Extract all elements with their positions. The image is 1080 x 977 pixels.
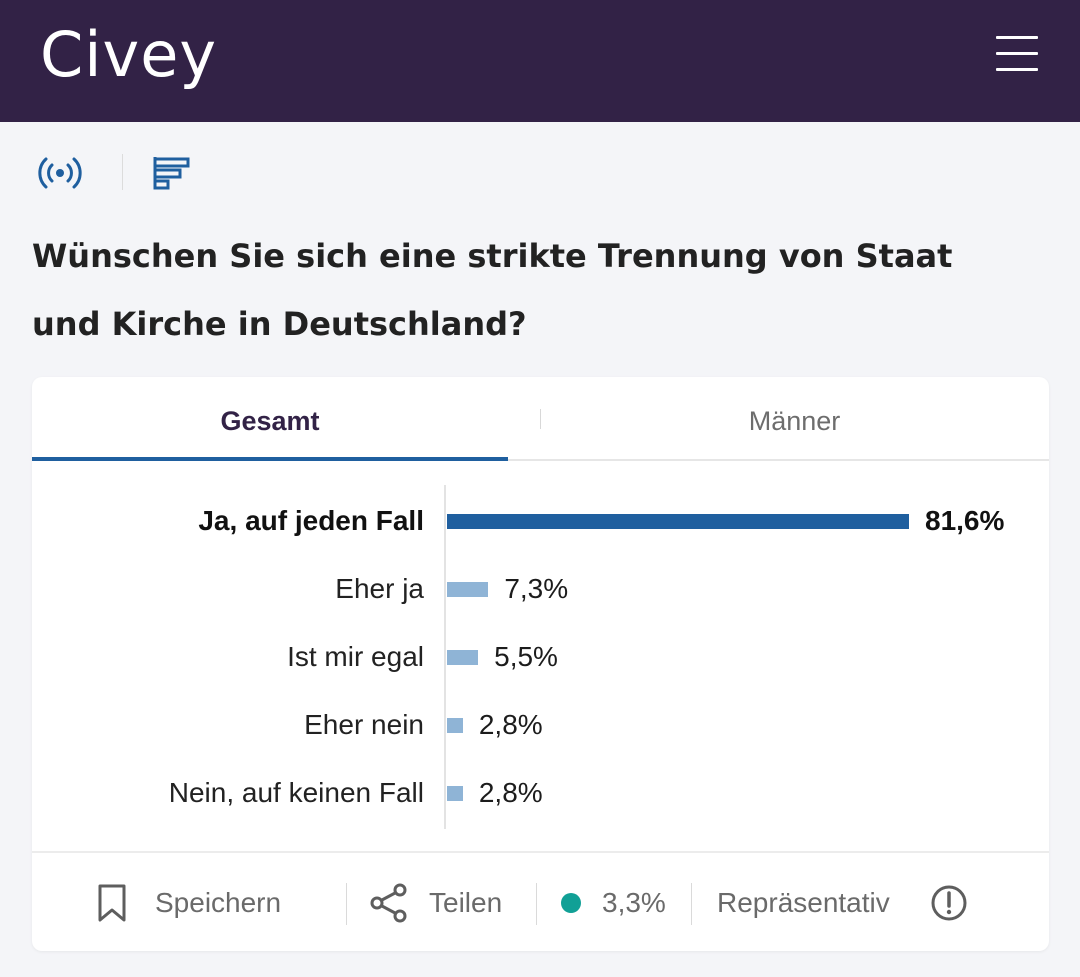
chart-row: Nein, auf keinen Fall 2,8%	[32, 769, 1049, 817]
chart-row: Ja, auf jeden Fall 81,6%	[32, 497, 1049, 545]
tab-divider	[540, 409, 541, 429]
chart-category-label: Eher ja	[335, 573, 424, 604]
result-card: Gesamt Männer Ja, auf jeden Fall 81,6% Ehe…	[32, 377, 1049, 951]
save-button[interactable]: Speichern	[155, 887, 282, 918]
chart-row: Ist mir egal 5,5%	[32, 633, 1049, 681]
results-bar-chart: Ja, auf jeden Fall 81,6% Eher ja 7,3% Ist mi…	[32, 485, 1049, 830]
chart-category-label: Ja, auf jeden Fall	[198, 505, 424, 536]
chart-row: Eher ja 7,3%	[32, 565, 1049, 613]
view-toolbar	[36, 148, 236, 198]
bar-chart-icon[interactable]	[148, 148, 198, 198]
chart-value-label: 7,3%	[504, 573, 569, 604]
hamburger-menu-icon[interactable]	[990, 32, 1044, 76]
bookmark-icon[interactable]	[92, 882, 134, 924]
footer-divider	[536, 883, 537, 925]
chart-bar	[447, 514, 909, 529]
chart-bar	[447, 650, 479, 665]
error-margin-value[interactable]: 3,3%	[602, 887, 666, 918]
civey-logo[interactable]: Civey	[40, 18, 218, 91]
card-footer: Speichern Teilen 3,3% Repräsentativ	[32, 851, 1049, 951]
segment-tabs: Gesamt Männer	[32, 377, 1049, 461]
chart-row: Eher nein 2,8%	[32, 701, 1049, 749]
active-tab-indicator	[32, 457, 508, 461]
chart-value-label: 2,8%	[478, 777, 543, 808]
chart-value-label: 81,6%	[925, 505, 1005, 536]
live-broadcast-icon[interactable]	[36, 148, 86, 198]
share-button[interactable]: Teilen	[429, 887, 503, 918]
chart-category-label: Ist mir egal	[287, 641, 424, 672]
toolbar-divider	[122, 154, 123, 190]
chart-bar	[447, 582, 489, 597]
share-icon[interactable]	[368, 882, 410, 924]
tab-maenner[interactable]: Männer	[748, 406, 841, 436]
info-exclamation-icon[interactable]	[928, 882, 970, 924]
footer-divider	[346, 883, 347, 925]
chart-bar	[447, 718, 463, 733]
representative-label[interactable]: Repräsentativ	[717, 887, 890, 918]
error-margin-dot	[561, 893, 581, 913]
tab-gesamt[interactable]: Gesamt	[220, 406, 320, 436]
chart-axis-line	[444, 485, 446, 829]
chart-value-label: 5,5%	[494, 641, 558, 672]
chart-category-label: Nein, auf keinen Fall	[168, 777, 424, 808]
chart-category-label: Eher nein	[304, 709, 424, 740]
footer-divider	[691, 883, 692, 925]
chart-bar	[447, 786, 463, 801]
poll-question: Wünschen Sie sich eine strikte Trennung …	[32, 237, 953, 343]
app-header: Civey	[0, 0, 1080, 122]
chart-value-label: 2,8%	[478, 709, 543, 740]
